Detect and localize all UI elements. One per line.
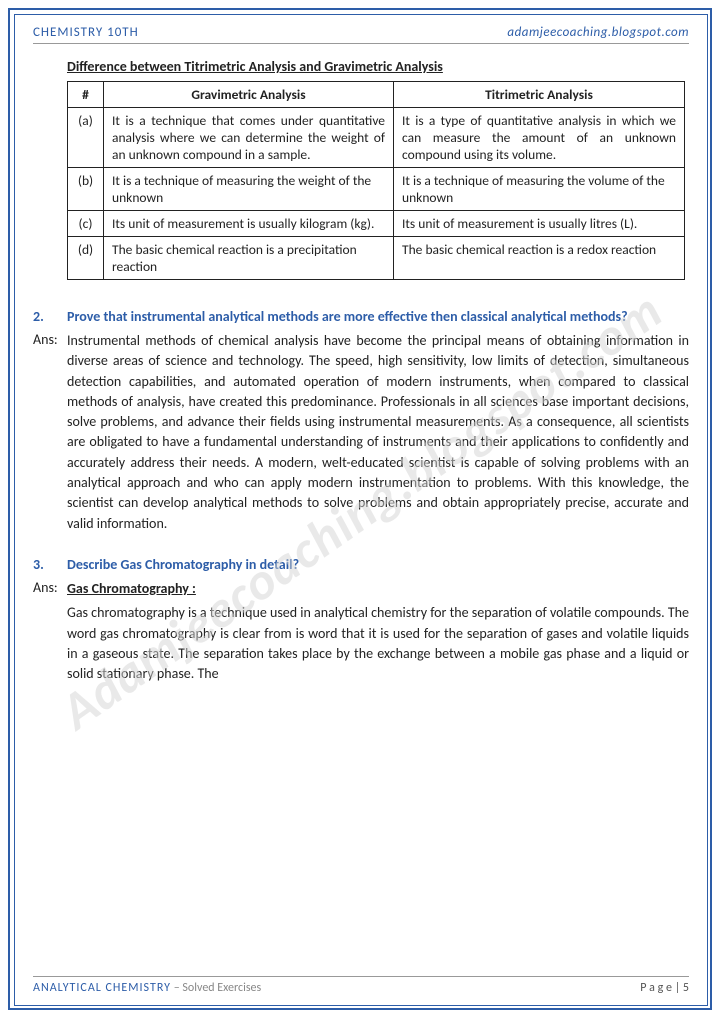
table-row: (d) The basic chemical reaction is a pre…: [68, 237, 685, 280]
row-num: (b): [68, 168, 104, 211]
answer-2: Ans: Instrumental methods of chemical an…: [33, 331, 689, 534]
row-grav: Its unit of measurement is usually kilog…: [104, 211, 394, 237]
header-left: CHEMISTRY 10TH: [33, 25, 139, 40]
footer-sub: – Solved Exercises: [171, 981, 261, 995]
a2-text: Instrumental methods of chemical analysi…: [67, 331, 689, 534]
comparison-table: # Gravimetric Analysis Titrimetric Analy…: [67, 81, 685, 280]
q2-number: 2.: [33, 308, 67, 325]
row-grav: It is a technique that comes under quant…: [104, 108, 394, 168]
row-num: (d): [68, 237, 104, 280]
question-2: 2. Prove that instrumental analytical me…: [33, 308, 689, 325]
header-right: adamjeecoaching.blogspot.com: [507, 25, 689, 40]
table-row: (c) Its unit of measurement is usually k…: [68, 211, 685, 237]
a3-text: Gas chromatography is a technique used i…: [67, 604, 689, 682]
row-titr: It is a technique of measuring the volum…: [394, 168, 685, 211]
table-title: Difference between Titrimetric Analysis …: [67, 58, 689, 75]
a2-label: Ans:: [33, 331, 67, 534]
table-row: (a) It is a technique that comes under q…: [68, 108, 685, 168]
question-3: 3. Describe Gas Chromatography in detail…: [33, 556, 689, 573]
a3-subtitle: Gas Chromatography :: [67, 579, 689, 599]
row-num: (a): [68, 108, 104, 168]
row-grav: The basic chemical reaction is a precipi…: [104, 237, 394, 280]
page-footer: ANALYTICAL CHEMISTRY – Solved Exercises …: [33, 976, 689, 995]
footer-subject: ANALYTICAL CHEMISTRY: [33, 981, 171, 995]
footer-left: ANALYTICAL CHEMISTRY – Solved Exercises: [33, 981, 261, 995]
col-number: #: [68, 82, 104, 108]
table-row: (b) It is a technique of measuring the w…: [68, 168, 685, 211]
q3-text: Describe Gas Chromatography in detail?: [67, 556, 689, 573]
col-gravimetric: Gravimetric Analysis: [104, 82, 394, 108]
q2-text: Prove that instrumental analytical metho…: [67, 308, 689, 325]
row-grav: It is a technique of measuring the weigh…: [104, 168, 394, 211]
row-titr: Its unit of measurement is usually litre…: [394, 211, 685, 237]
row-titr: It is a type of quantitative analysis in…: [394, 108, 685, 168]
footer-page: P a g e | 5: [640, 981, 689, 995]
answer-3: Ans: Gas Chromatography : Gas chromatogr…: [33, 579, 689, 684]
row-titr: The basic chemical reaction is a redox r…: [394, 237, 685, 280]
col-titrimetric: Titrimetric Analysis: [394, 82, 685, 108]
row-num: (c): [68, 211, 104, 237]
page-header: CHEMISTRY 10TH adamjeecoaching.blogspot.…: [33, 25, 689, 44]
a3-body: Gas Chromatography : Gas chromatography …: [67, 579, 689, 684]
a3-label: Ans:: [33, 579, 67, 684]
q3-number: 3.: [33, 556, 67, 573]
table-header-row: # Gravimetric Analysis Titrimetric Analy…: [68, 82, 685, 108]
